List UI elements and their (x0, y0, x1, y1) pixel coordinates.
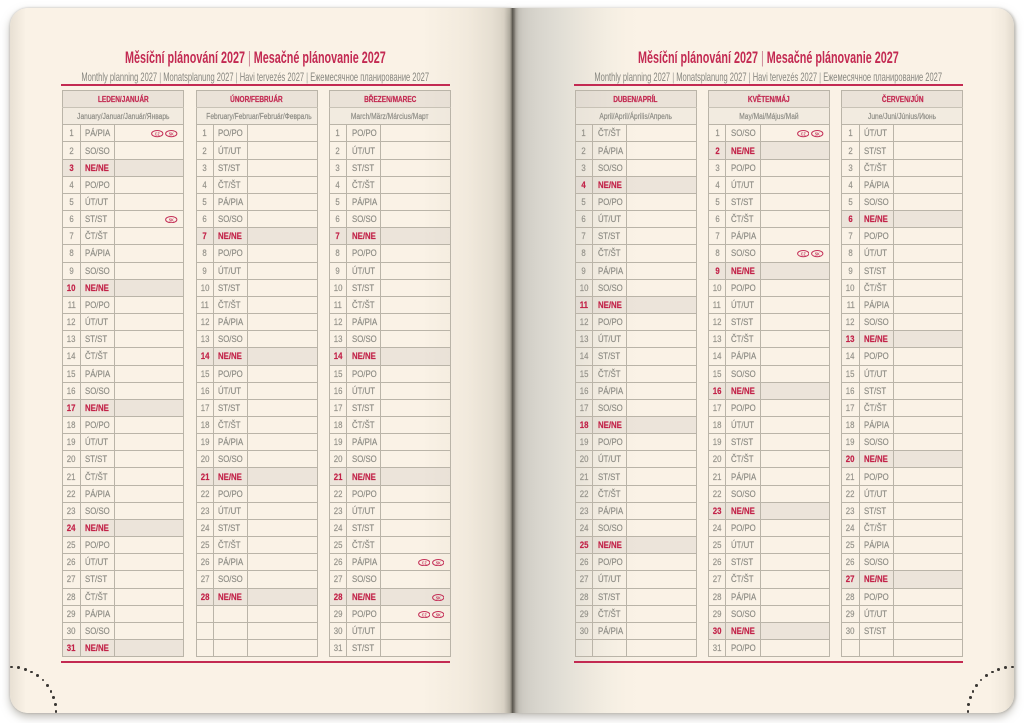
svg-text:SK: SK (815, 251, 821, 257)
svg-text:SK: SK (169, 217, 175, 223)
svg-text:CZ: CZ (155, 131, 160, 137)
svg-text:CZ: CZ (421, 611, 426, 617)
svg-text:SK: SK (169, 131, 175, 137)
svg-text:SK: SK (436, 560, 442, 566)
svg-text:SK: SK (436, 594, 442, 600)
svg-text:CZ: CZ (421, 560, 426, 566)
svg-text:SK: SK (436, 611, 442, 617)
svg-text:SK: SK (815, 131, 821, 137)
svg-text:CZ: CZ (801, 131, 806, 137)
svg-text:CZ: CZ (801, 251, 806, 257)
